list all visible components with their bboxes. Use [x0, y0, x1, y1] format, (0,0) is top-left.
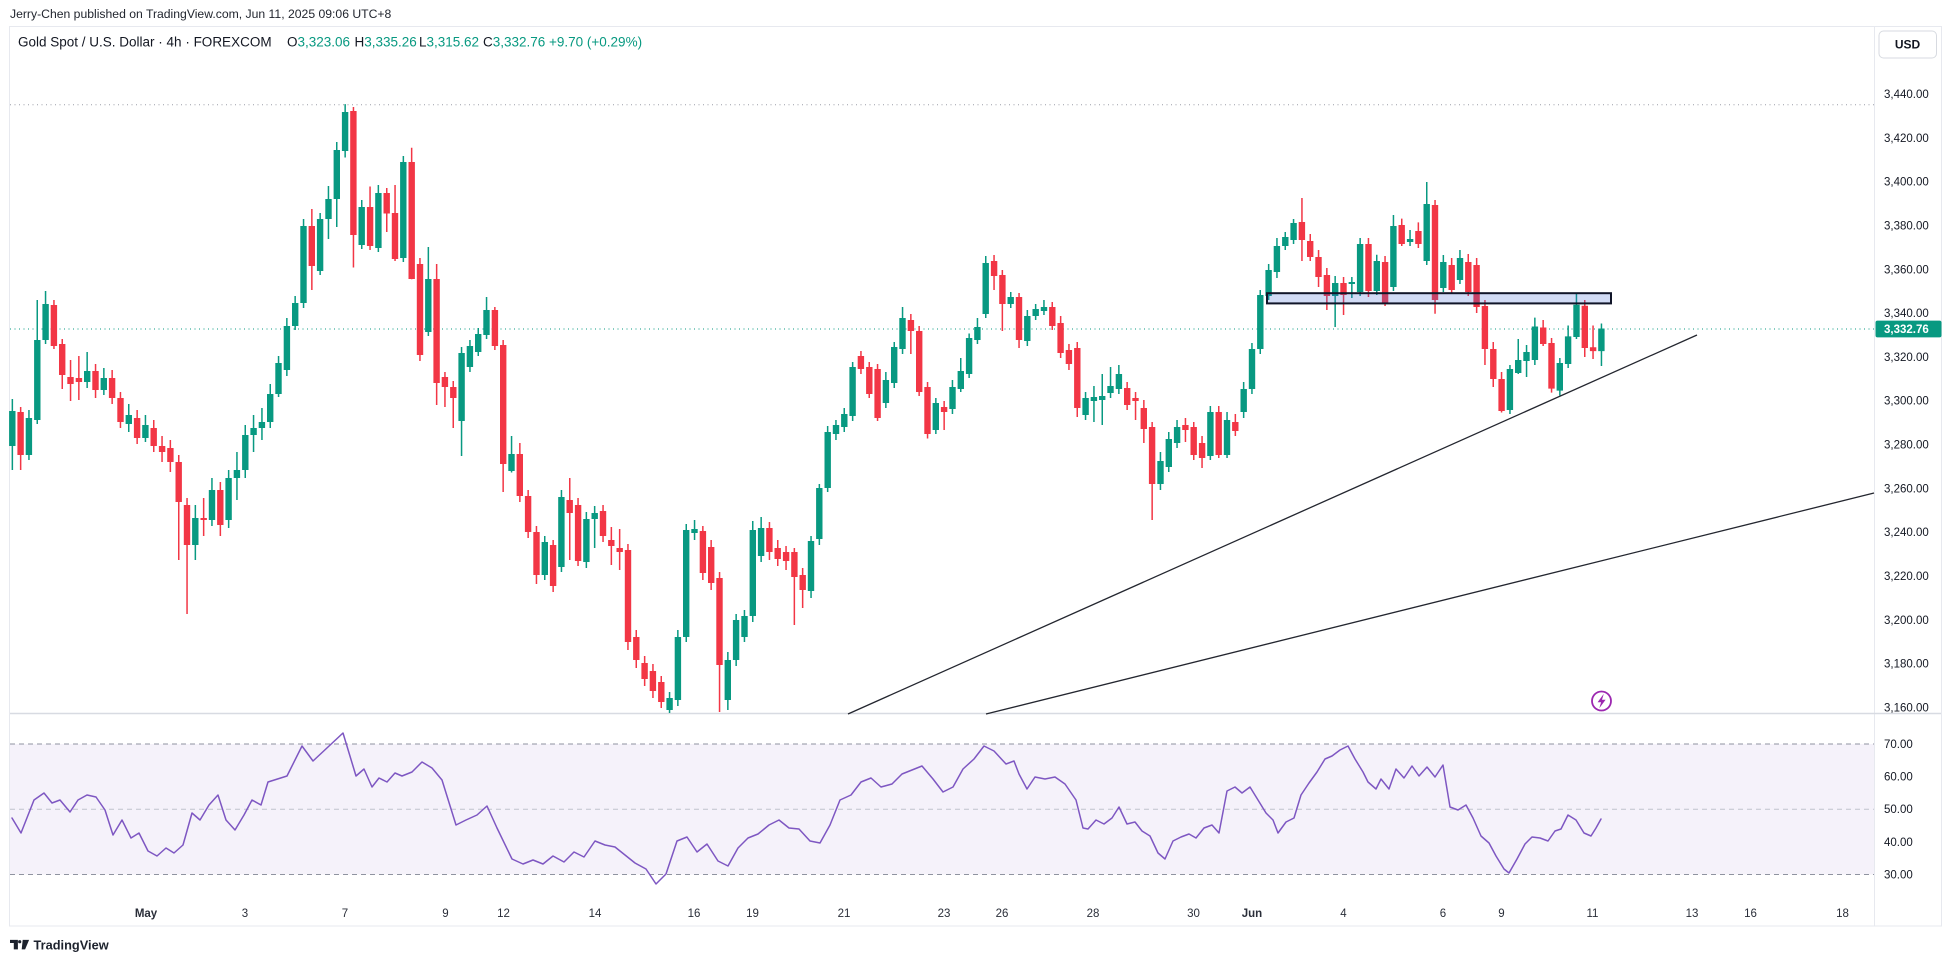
svg-text:3,380.00: 3,380.00 [1884, 220, 1929, 232]
svg-text:3,360.00: 3,360.00 [1884, 264, 1929, 276]
svg-text:6: 6 [1440, 908, 1446, 920]
svg-text:3,332.76: 3,332.76 [1884, 324, 1929, 336]
svg-text:Gold Spot / U.S. Dollar · 4h ·: Gold Spot / U.S. Dollar · 4h · FOREXCOM O… [18, 35, 642, 50]
svg-text:3: 3 [242, 908, 248, 920]
svg-text:3,180.00: 3,180.00 [1884, 659, 1929, 671]
svg-text:7: 7 [342, 908, 348, 920]
svg-text:Jerry-Chen published on Tradin: Jerry-Chen published on TradingView.com,… [10, 7, 392, 21]
svg-text:30: 30 [1187, 908, 1200, 920]
svg-text:30.00: 30.00 [1884, 870, 1913, 882]
svg-text:14: 14 [589, 908, 602, 920]
svg-text:3,200.00: 3,200.00 [1884, 615, 1929, 627]
svg-text:3,440.00: 3,440.00 [1884, 89, 1929, 101]
svg-text:21: 21 [838, 908, 851, 920]
svg-text:3,400.00: 3,400.00 [1884, 177, 1929, 189]
svg-text:28: 28 [1087, 908, 1100, 920]
svg-text:19: 19 [746, 908, 759, 920]
svg-text:18: 18 [1836, 908, 1849, 920]
svg-text:12: 12 [497, 908, 510, 920]
svg-text:3,240.00: 3,240.00 [1884, 527, 1929, 539]
svg-text:11: 11 [1587, 908, 1599, 920]
svg-text:9: 9 [1498, 908, 1504, 920]
svg-text:9: 9 [442, 908, 448, 920]
svg-text:3,300.00: 3,300.00 [1884, 396, 1929, 408]
svg-text:May: May [135, 908, 158, 920]
svg-text:TradingView: TradingView [34, 938, 109, 953]
svg-text:26: 26 [996, 908, 1009, 920]
svg-text:3,220.00: 3,220.00 [1884, 571, 1929, 583]
svg-text:16: 16 [1744, 908, 1757, 920]
svg-text:USD: USD [1895, 38, 1921, 52]
svg-text:70.00: 70.00 [1884, 739, 1913, 751]
svg-text:40.00: 40.00 [1884, 837, 1913, 849]
svg-text:13: 13 [1686, 908, 1699, 920]
svg-text:16: 16 [688, 908, 701, 920]
svg-text:60.00: 60.00 [1884, 772, 1913, 784]
svg-text:3,320.00: 3,320.00 [1884, 352, 1929, 364]
svg-text:3,280.00: 3,280.00 [1884, 440, 1929, 452]
svg-text:23: 23 [938, 908, 951, 920]
svg-text:Jun: Jun [1242, 908, 1262, 920]
svg-text:3,340.00: 3,340.00 [1884, 308, 1929, 320]
svg-text:50.00: 50.00 [1884, 804, 1913, 816]
svg-text:3,160.00: 3,160.00 [1884, 702, 1929, 714]
svg-text:4: 4 [1340, 908, 1347, 920]
svg-text:3,420.00: 3,420.00 [1884, 133, 1929, 145]
svg-text:3,260.00: 3,260.00 [1884, 483, 1929, 495]
